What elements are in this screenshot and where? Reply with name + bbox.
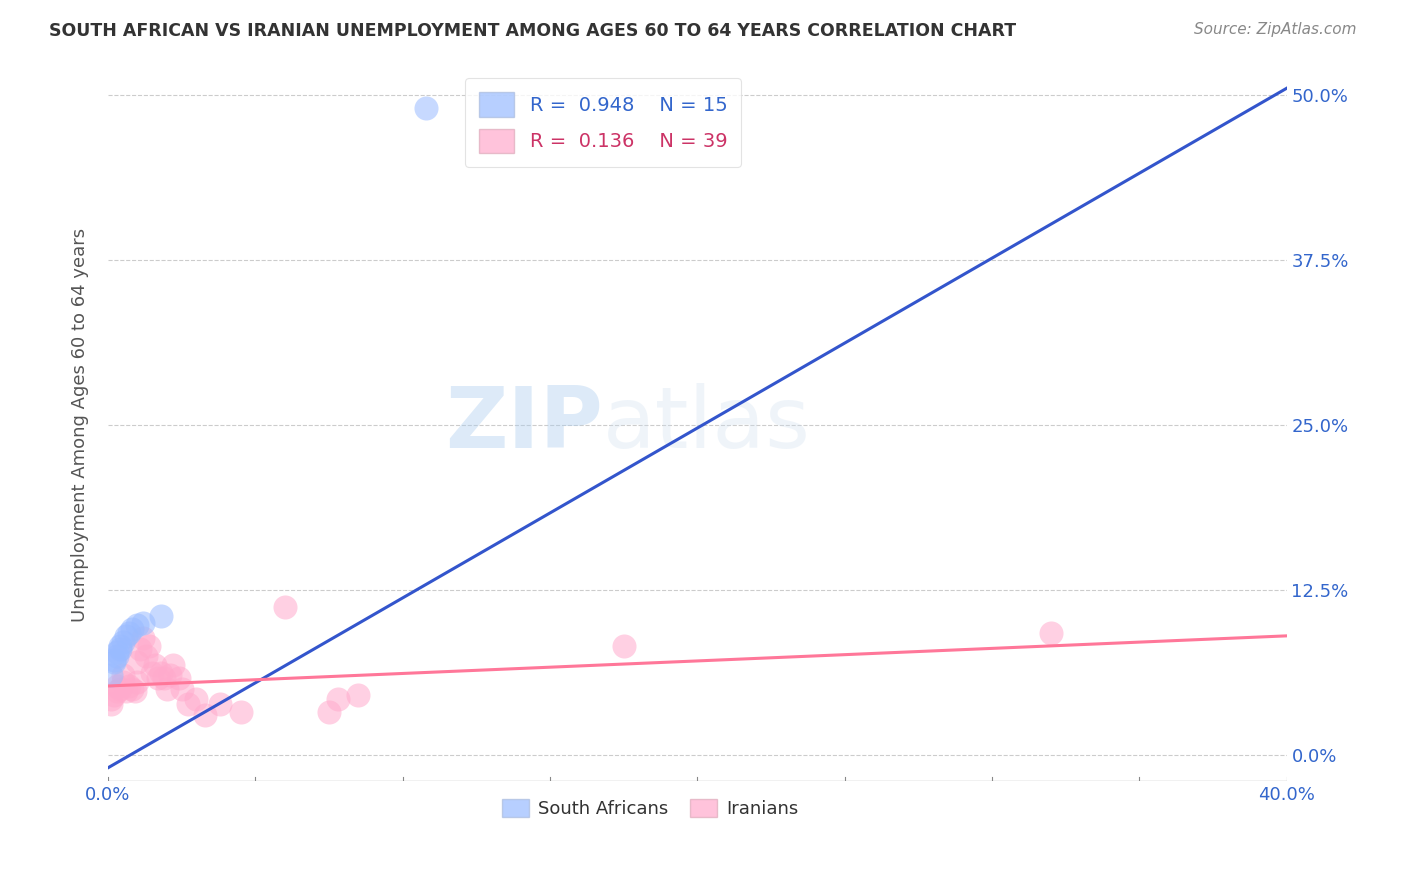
Point xyxy=(103,652,125,666)
Point xyxy=(143,657,166,672)
Text: ZIP: ZIP xyxy=(446,384,603,467)
Point xyxy=(274,599,297,614)
Point xyxy=(156,681,179,696)
Point xyxy=(162,657,184,672)
Point xyxy=(100,692,122,706)
Point xyxy=(117,626,139,640)
Point xyxy=(105,679,128,693)
Y-axis label: Unemployment Among Ages 60 to 64 years: Unemployment Among Ages 60 to 64 years xyxy=(72,227,89,622)
Point xyxy=(108,640,131,654)
Point xyxy=(138,640,160,654)
Point xyxy=(176,698,198,712)
Point xyxy=(208,698,231,712)
Text: SOUTH AFRICAN VS IRANIAN UNEMPLOYMENT AMONG AGES 60 TO 64 YEARS CORRELATION CHAR: SOUTH AFRICAN VS IRANIAN UNEMPLOYMENT AM… xyxy=(49,22,1017,40)
Point xyxy=(121,681,143,696)
Point xyxy=(117,679,139,693)
Point xyxy=(150,665,173,680)
Point xyxy=(129,642,152,657)
Point xyxy=(159,668,181,682)
Point xyxy=(167,671,190,685)
Point xyxy=(121,622,143,636)
Point xyxy=(186,692,208,706)
Point xyxy=(124,684,146,698)
Point xyxy=(100,668,122,682)
Point xyxy=(127,618,149,632)
Point xyxy=(111,635,134,649)
Point xyxy=(150,609,173,624)
Point xyxy=(194,708,217,723)
Point xyxy=(141,665,163,680)
Point xyxy=(326,692,349,706)
Point xyxy=(111,668,134,682)
Point xyxy=(127,655,149,669)
Point xyxy=(318,706,340,720)
Text: Source: ZipAtlas.com: Source: ZipAtlas.com xyxy=(1194,22,1357,37)
Point xyxy=(132,615,155,630)
Point xyxy=(153,671,176,685)
Point xyxy=(132,632,155,646)
Point xyxy=(229,706,252,720)
Point xyxy=(613,640,636,654)
Point xyxy=(105,645,128,659)
Point xyxy=(135,648,157,663)
Point xyxy=(108,681,131,696)
Point xyxy=(103,688,125,702)
Point xyxy=(114,629,136,643)
Point xyxy=(108,642,131,657)
Point xyxy=(114,684,136,698)
Point xyxy=(1039,626,1062,640)
Point xyxy=(111,675,134,690)
Point xyxy=(105,684,128,698)
Point xyxy=(146,671,169,685)
Point xyxy=(100,698,122,712)
Point xyxy=(105,648,128,663)
Point xyxy=(103,655,125,669)
Point xyxy=(347,688,370,702)
Point xyxy=(127,675,149,690)
Point xyxy=(415,101,437,115)
Legend: South Africans, Iranians: South Africans, Iranians xyxy=(495,791,806,825)
Point xyxy=(170,681,193,696)
Text: atlas: atlas xyxy=(603,384,811,467)
